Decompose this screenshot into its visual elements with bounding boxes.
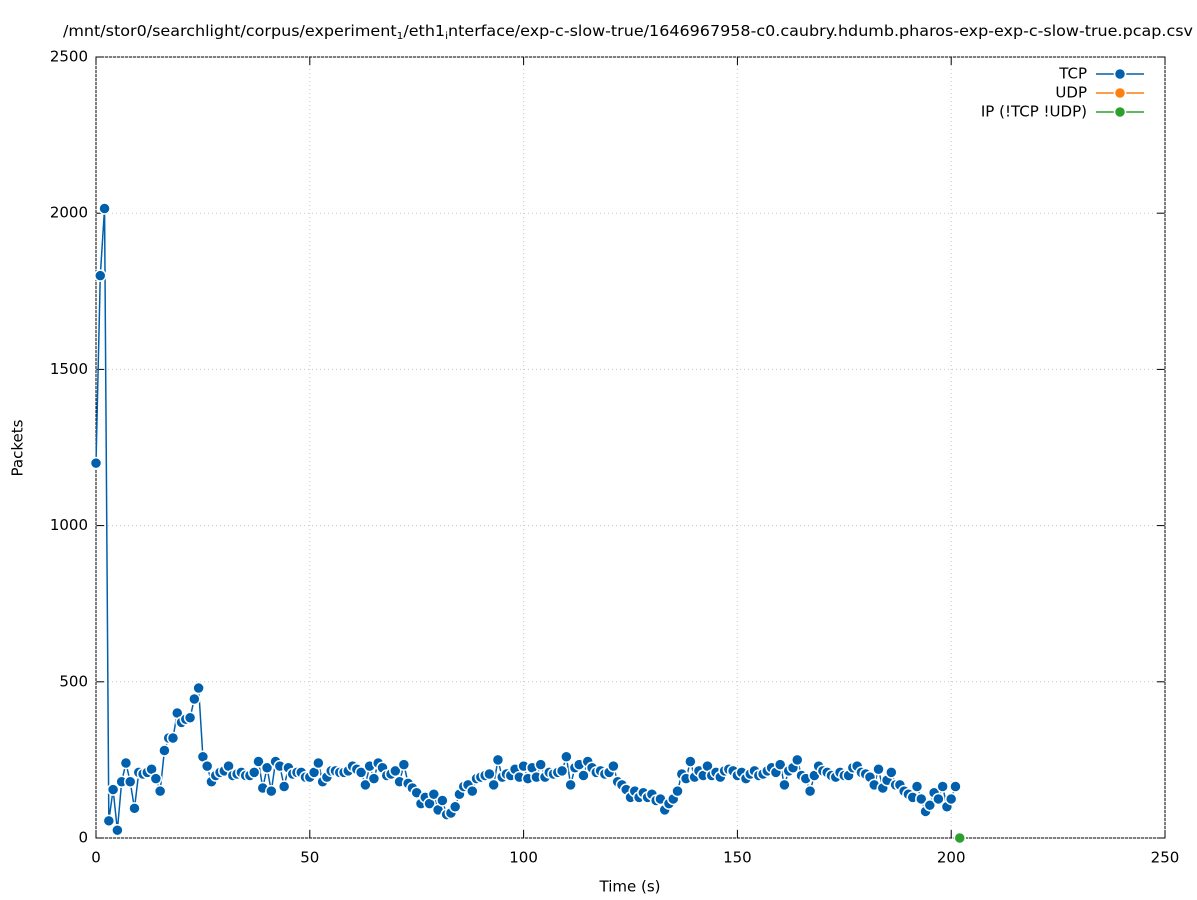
y-tick-label: 0 [78,829,88,847]
data-point [483,767,496,781]
data-point [555,764,569,778]
data-point [487,778,500,792]
data-point [247,766,261,779]
x-tick-label: 50 [300,849,319,867]
data-point [560,750,573,764]
legend-marker [1113,105,1127,119]
data-point [149,772,163,785]
data-point [949,780,962,793]
data-point [872,763,885,776]
data-point [119,756,133,770]
x-tick-label: 100 [509,849,538,867]
data-point [200,759,214,773]
data-point [252,755,265,768]
data-point [944,792,958,806]
data-point [564,778,577,792]
x-tick-label: 200 [937,849,966,867]
data-point [936,780,949,793]
legend-marker [1113,86,1127,100]
data-point [367,772,381,785]
data-point [89,456,103,470]
x-tick-label: 0 [91,849,101,867]
data-point [778,778,791,792]
title-part: /eth1 [403,22,445,40]
data-point [466,784,479,798]
y-axis-label: Packets [9,419,27,476]
data-point [111,823,124,837]
data-point [359,778,372,792]
data-point [265,784,278,798]
data-point [192,681,205,695]
data-point [312,756,325,770]
data-point [102,814,116,828]
title-part: i [445,31,448,42]
data-point [803,784,817,798]
data-point [932,792,945,806]
data-point [436,794,449,807]
y-tick-label: 2500 [50,48,88,66]
series-line [95,208,957,831]
data-point [153,784,167,798]
data-point [684,755,697,768]
title-part: /mnt/stor0/searchlight/corpus/experiment [63,22,397,40]
y-tick-label: 1000 [50,516,88,534]
data-point [354,766,368,779]
x-tick-label: 250 [1151,849,1180,867]
legend-label: UDP [1055,84,1087,102]
data-point [534,758,547,771]
title-part: nterface/exp-c-slow-true/1646967958-c0.c… [448,22,1193,40]
chart-title: /mnt/stor0/searchlight/corpus/experiment… [63,22,1193,43]
y-tick-label: 1500 [50,360,88,378]
data-point [577,769,590,782]
data-point [607,759,620,773]
data-point [183,711,197,724]
y-tick-label: 2000 [50,204,88,222]
title-part: 1 [397,31,404,42]
data-point [791,753,804,767]
data-point [106,783,120,796]
data-point [94,269,107,282]
y-tick-label: 500 [59,672,88,690]
data-point [427,788,441,801]
data-point [671,784,684,798]
data-point [491,753,505,767]
data-point [166,731,180,745]
data-point [885,766,898,779]
data-point [389,764,402,778]
legend-label: TCP [1058,65,1087,83]
data-point [277,780,291,793]
data-point [128,802,141,815]
legend-marker [1113,67,1127,81]
plot-frame [95,56,1166,839]
data-point [923,798,937,812]
data-point [397,758,411,771]
data-point [123,775,137,789]
data-point [448,800,462,814]
x-tick-label: 150 [723,849,752,867]
x-axis-label: Time (s) [599,878,661,896]
legend-label: IP (!TCP !UDP) [981,103,1087,121]
data-point [910,780,924,793]
data-point [98,202,111,215]
data-point [188,692,201,706]
data-point [158,744,171,757]
data-point [773,758,787,771]
data-point [915,792,928,806]
data-point [953,831,967,845]
data-point [260,761,274,774]
